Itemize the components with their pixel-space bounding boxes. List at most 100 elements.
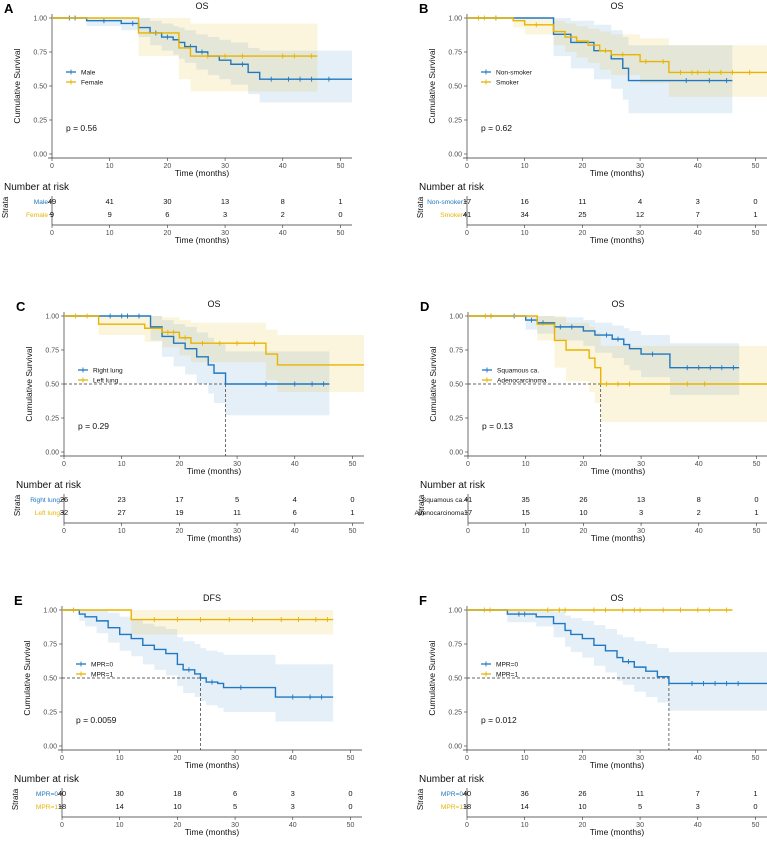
risk-count: 26 xyxy=(60,495,68,504)
risk-x-tick-label: 10 xyxy=(116,822,124,829)
risk-row-label: MPR=1 xyxy=(36,804,59,811)
risk-x-tick-label: 20 xyxy=(175,528,183,535)
risk-count: 16 xyxy=(521,197,529,206)
panel-letter: A xyxy=(4,1,14,16)
risk-x-tick-label: 0 xyxy=(50,230,54,237)
risk-x-tick-label: 40 xyxy=(694,230,702,237)
x-tick-label: 40 xyxy=(695,461,703,468)
risk-count: 14 xyxy=(116,802,124,811)
risk-x-tick-label: 10 xyxy=(522,528,530,535)
risk-table-title: Number at risk xyxy=(16,480,82,491)
risk-count: 41 xyxy=(106,197,114,206)
risk-count: 5 xyxy=(235,495,239,504)
risk-count: 25 xyxy=(578,210,586,219)
y-tick-label: 1.00 xyxy=(45,314,59,321)
risk-row-label: Squamous ca. xyxy=(422,497,464,504)
p-value: p = 0.13 xyxy=(482,421,513,431)
risk-x-tick-label: 40 xyxy=(291,528,299,535)
y-tick-label: 1.00 xyxy=(448,608,462,615)
x-tick-label: 0 xyxy=(60,755,64,762)
x-tick-label: 20 xyxy=(163,163,171,170)
y-tick-label: 0.75 xyxy=(33,50,47,57)
risk-count: 10 xyxy=(173,802,181,811)
risk-count: 5 xyxy=(233,802,237,811)
risk-count: 1 xyxy=(338,197,342,206)
risk-count: 1 xyxy=(754,508,758,517)
x-tick-label: 10 xyxy=(522,461,530,468)
y-tick-label: 0.00 xyxy=(43,744,57,751)
risk-x-tick-label: 20 xyxy=(578,230,586,237)
risk-table-title: Number at risk xyxy=(14,774,80,785)
risk-x-tick-label: 0 xyxy=(60,822,64,829)
x-tick-label: 30 xyxy=(221,163,229,170)
risk-count: 13 xyxy=(221,197,229,206)
risk-x-tick-label: 30 xyxy=(636,230,644,237)
risk-count: 41 xyxy=(463,210,471,219)
x-tick-label: 0 xyxy=(466,461,470,468)
legend-label: MPR=1 xyxy=(496,672,519,679)
risk-x-tick-label: 30 xyxy=(231,822,239,829)
risk-count: 36 xyxy=(521,789,529,798)
risk-x-tick-label: 0 xyxy=(465,822,469,829)
x-tick-label: 50 xyxy=(753,461,761,468)
y-axis-title: Cumulative Survival xyxy=(428,346,438,421)
plot-title: OS xyxy=(207,299,220,309)
x-tick-label: 50 xyxy=(752,163,760,170)
risk-count: 30 xyxy=(163,197,171,206)
legend-label: Male xyxy=(81,70,96,77)
ci-band-1 xyxy=(64,316,330,416)
strata-label: Strata xyxy=(1,196,10,218)
risk-x-axis-title: Time (months) xyxy=(187,533,242,543)
y-tick-label: 0.25 xyxy=(33,118,47,125)
risk-row-label: Adenocarcinoma xyxy=(415,510,465,517)
x-tick-label: 30 xyxy=(637,461,645,468)
legend-label: Right lung xyxy=(93,368,123,375)
risk-count: 0 xyxy=(348,789,352,798)
risk-x-tick-label: 20 xyxy=(173,822,181,829)
risk-count: 0 xyxy=(350,495,354,504)
risk-x-tick-label: 50 xyxy=(347,822,355,829)
y-tick-label: 0.50 xyxy=(449,382,463,389)
x-tick-label: 20 xyxy=(578,163,586,170)
risk-count: 1 xyxy=(753,789,757,798)
x-tick-label: 40 xyxy=(291,461,299,468)
y-tick-label: 0.50 xyxy=(448,84,462,91)
x-tick-label: 10 xyxy=(521,755,529,762)
risk-count: 32 xyxy=(60,508,68,517)
risk-count: 40 xyxy=(463,789,471,798)
legend-label: Smoker xyxy=(496,80,520,87)
risk-x-tick-label: 30 xyxy=(233,528,241,535)
legend-label: MPR=0 xyxy=(496,662,519,669)
x-tick-label: 0 xyxy=(465,755,469,762)
ci-band-1 xyxy=(468,316,740,395)
risk-count: 3 xyxy=(696,802,700,811)
km-curve-2 xyxy=(52,17,318,57)
x-axis-title: Time (months) xyxy=(590,168,645,178)
x-tick-label: 30 xyxy=(636,755,644,762)
risk-table-title: Number at risk xyxy=(419,182,485,193)
x-tick-label: 20 xyxy=(578,755,586,762)
risk-count: 9 xyxy=(50,210,54,219)
km-curve-1 xyxy=(62,609,334,698)
risk-count: 17 xyxy=(464,508,472,517)
x-tick-label: 10 xyxy=(106,163,114,170)
ci-band-2 xyxy=(62,610,334,635)
risk-count: 19 xyxy=(175,508,183,517)
x-tick-label: 50 xyxy=(752,755,760,762)
legend-label: Left lung xyxy=(93,378,119,385)
x-tick-label: 30 xyxy=(636,163,644,170)
y-tick-label: 0.00 xyxy=(448,152,462,159)
risk-count: 0 xyxy=(338,210,342,219)
risk-count: 11 xyxy=(636,789,644,798)
legend-label: MPR=1 xyxy=(91,672,114,679)
ci-band-1 xyxy=(52,18,352,103)
legend-label: Female xyxy=(81,80,103,87)
risk-x-tick-label: 10 xyxy=(521,230,529,237)
x-tick-label: 40 xyxy=(694,163,702,170)
ci-band-1 xyxy=(467,18,733,114)
risk-row-label: Non-smoker xyxy=(427,199,464,206)
km-curve-2 xyxy=(62,609,334,621)
